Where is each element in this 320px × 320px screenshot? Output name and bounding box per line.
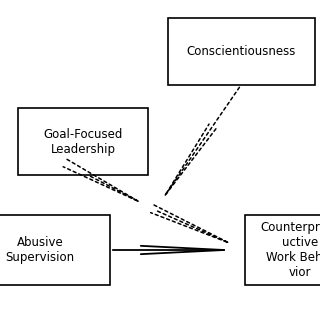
Text: Counterprod-
uctive
Work Beha-
vior: Counterprod- uctive Work Beha- vior (261, 221, 320, 279)
Bar (168, 18, 315, 85)
Bar (245, 215, 320, 285)
Text: Abusive
Supervision: Abusive Supervision (5, 236, 75, 264)
Bar (18, 108, 148, 175)
Text: Goal-Focused
Leadership: Goal-Focused Leadership (43, 127, 123, 156)
Bar (0, 215, 110, 285)
Text: Conscientiousness: Conscientiousness (187, 45, 296, 58)
